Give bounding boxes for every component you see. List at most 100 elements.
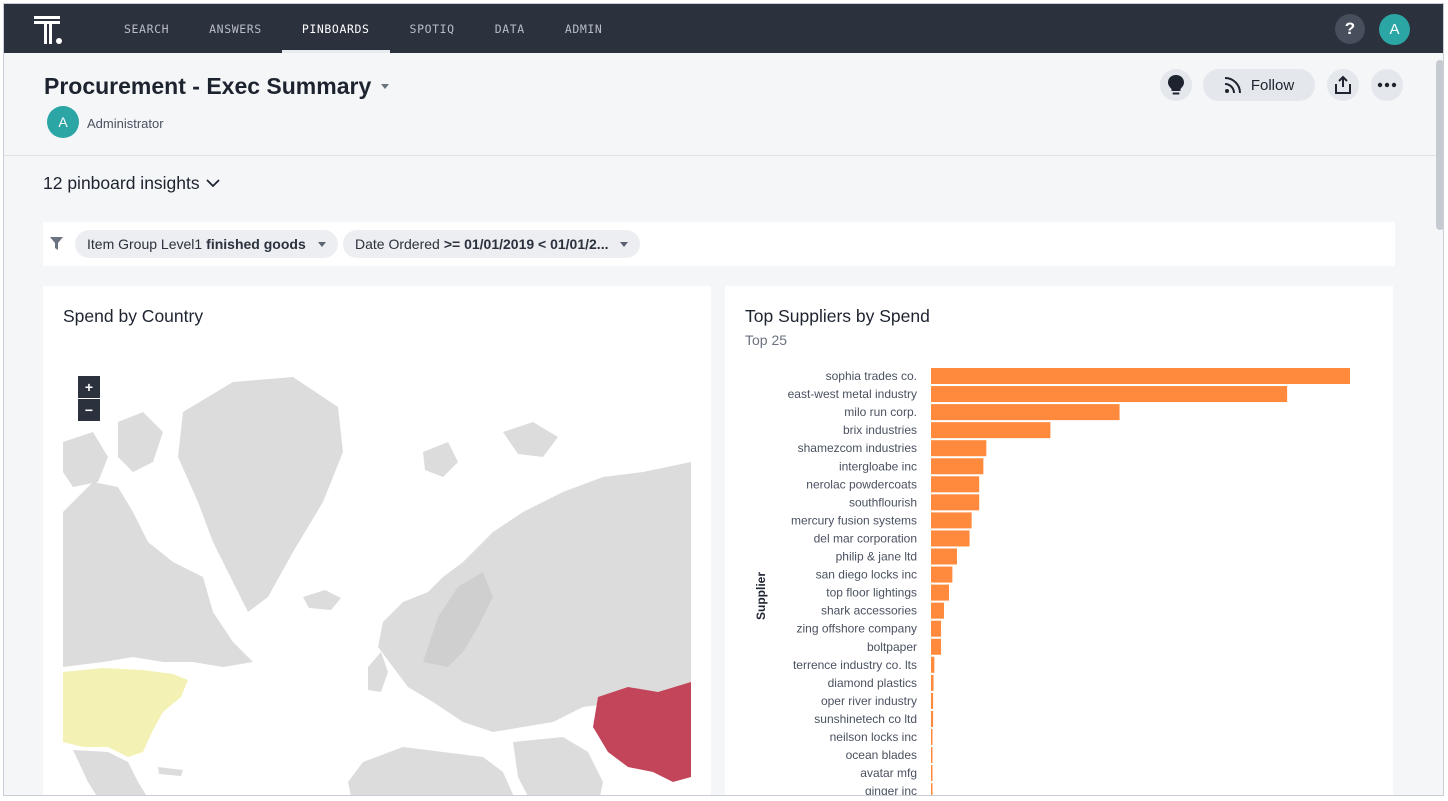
supplier-tick-label: shamezcom industries (798, 441, 917, 455)
supplier-tick-label: oper river industry (821, 694, 917, 708)
page-scrollbar[interactable] (1436, 60, 1443, 230)
more-options-button[interactable] (1371, 69, 1403, 101)
user-avatar-button[interactable]: A (1379, 14, 1410, 45)
supplier-tick-label: neilson locks inc (830, 730, 917, 744)
land-eurasia (378, 462, 691, 732)
supplier-bar[interactable] (931, 404, 1120, 421)
nav-menu: SEARCH ANSWERS PINBOARDS SPOTIQ DATA ADM… (104, 4, 622, 53)
supplier-bar[interactable] (931, 548, 957, 565)
supplier-bar[interactable] (931, 530, 970, 547)
supplier-bar[interactable] (931, 566, 953, 583)
supplier-bar[interactable] (931, 386, 1288, 403)
supplier-bar[interactable] (931, 710, 934, 727)
chart-title: Top Suppliers by Spend (745, 306, 930, 326)
filter-field: Date Ordered (355, 236, 440, 252)
pinboard-header: Procurement - Exec Summary A Administrat… (4, 53, 1443, 156)
title-dropdown-icon[interactable] (381, 84, 389, 89)
supplier-bar[interactable] (931, 602, 944, 619)
supplier-tick-label: avatar mfg (860, 766, 917, 780)
spend-by-country-card[interactable]: Spend by Country (43, 286, 711, 795)
top-suppliers-card[interactable]: Top Suppliers by Spend Top 25 Supplier s… (725, 286, 1393, 796)
help-button[interactable]: ? (1335, 14, 1365, 44)
land-svalbard (423, 442, 458, 477)
supplier-bar[interactable] (931, 494, 980, 511)
page-title: Procurement - Exec Summary (44, 73, 372, 99)
supplier-tick-label: shark accessories (821, 604, 917, 618)
chart-subtitle: Top 25 (745, 332, 788, 348)
supplier-tick-label: sunshinetech co ltd (814, 712, 917, 726)
land-scandinavia (423, 572, 493, 667)
supplier-bar[interactable] (931, 440, 987, 457)
supplier-tick-label: terrence industry co. lts (793, 658, 917, 672)
land-caribbean (158, 767, 183, 776)
supplier-bar[interactable] (931, 656, 935, 673)
more-horizontal-icon (1377, 82, 1397, 88)
supplier-bar[interactable] (931, 674, 934, 691)
chevron-down-icon (317, 241, 326, 247)
supplier-bar[interactable] (931, 422, 1051, 439)
country-usa[interactable] (63, 668, 188, 757)
supplier-tick-label: brix industries (843, 423, 917, 437)
filter-icon (50, 237, 63, 250)
nav-item-data[interactable]: DATA (494, 21, 525, 36)
supplier-tick-label: ocean blades (846, 748, 917, 762)
nav-item-pinboards[interactable]: PINBOARDS (281, 4, 390, 53)
share-icon (1335, 75, 1351, 94)
follow-label: Follow (1250, 76, 1295, 94)
rss-follow-icon (1224, 77, 1241, 94)
map-geography (63, 377, 691, 795)
world-map[interactable]: + − (63, 362, 691, 795)
top-nav: SEARCH ANSWERS PINBOARDS SPOTIQ DATA ADM… (4, 4, 1443, 53)
map-zoom-out-button[interactable]: − (78, 399, 100, 421)
filter-bar: Item Group Level1 finished goods Date Or… (43, 222, 1395, 266)
supplier-bar[interactable] (931, 765, 933, 782)
supplier-bar[interactable] (931, 476, 980, 493)
supplier-tick-label: ginger inc (865, 784, 917, 796)
supplier-tick-label: top floor lightings (826, 586, 917, 600)
nav-item-search[interactable]: SEARCH (124, 21, 170, 36)
supplier-bar[interactable] (931, 584, 950, 601)
land-arctic-island (118, 412, 163, 472)
land-mexico (73, 750, 147, 795)
supplier-tick-label: sophia trades co. (826, 369, 917, 383)
filter-chip-item-group[interactable]: Item Group Level1 finished goods (75, 230, 338, 258)
nav-item-admin[interactable]: ADMIN (564, 21, 603, 36)
lightbulb-icon (1168, 75, 1184, 95)
thoughtspot-logo[interactable] (32, 14, 64, 46)
author-name: Administrator (87, 116, 164, 131)
land-arctic-island (503, 422, 558, 457)
y-axis-label: Supplier (754, 572, 768, 620)
insights-label: 12 pinboard insights (43, 173, 200, 193)
supplier-tick-label: nerolac powdercoats (806, 477, 917, 491)
nav-item-spotiq[interactable]: SPOTIQ (409, 21, 455, 36)
map-zoom-in-button[interactable]: + (78, 376, 100, 398)
supplier-tick-label: philip & jane ltd (836, 550, 917, 564)
insights-button[interactable] (1160, 69, 1192, 101)
supplier-bar[interactable] (931, 638, 942, 655)
supplier-bar[interactable] (931, 512, 972, 529)
supplier-bar-chart[interactable]: Supplier sophia trades co. east-west meta… (725, 364, 1393, 796)
supplier-bar[interactable] (931, 783, 933, 796)
pinboard-insights-toggle[interactable]: 12 pinboard insights (43, 173, 220, 194)
app-window: SEARCH ANSWERS PINBOARDS SPOTIQ DATA ADM… (3, 3, 1444, 796)
supplier-bar[interactable] (931, 692, 934, 709)
supplier-bar[interactable] (931, 747, 933, 764)
nav-item-answers[interactable]: ANSWERS (209, 21, 262, 36)
land-canada (63, 482, 253, 667)
supplier-bar[interactable] (931, 458, 984, 475)
supplier-bar[interactable] (931, 620, 942, 637)
supplier-tick-label: mercury fusion systems (791, 513, 917, 527)
follow-button[interactable]: Follow (1203, 69, 1315, 101)
supplier-bar[interactable] (931, 368, 1350, 384)
supplier-bar[interactable] (931, 729, 933, 745)
country-china[interactable] (593, 682, 691, 782)
supplier-tick-label: milo run corp. (844, 405, 917, 419)
share-button[interactable] (1327, 69, 1359, 101)
author-avatar: A (47, 106, 79, 138)
land-middle-east (513, 737, 603, 795)
filter-field: Item Group Level1 (87, 236, 203, 252)
supplier-tick-label: zing offshore company (796, 622, 917, 636)
filter-chip-date-ordered[interactable]: Date Ordered >= 01/01/2019 < 01/01/2... (343, 230, 641, 258)
card-title: Spend by Country (63, 306, 204, 326)
land-arctic-island (63, 432, 108, 487)
